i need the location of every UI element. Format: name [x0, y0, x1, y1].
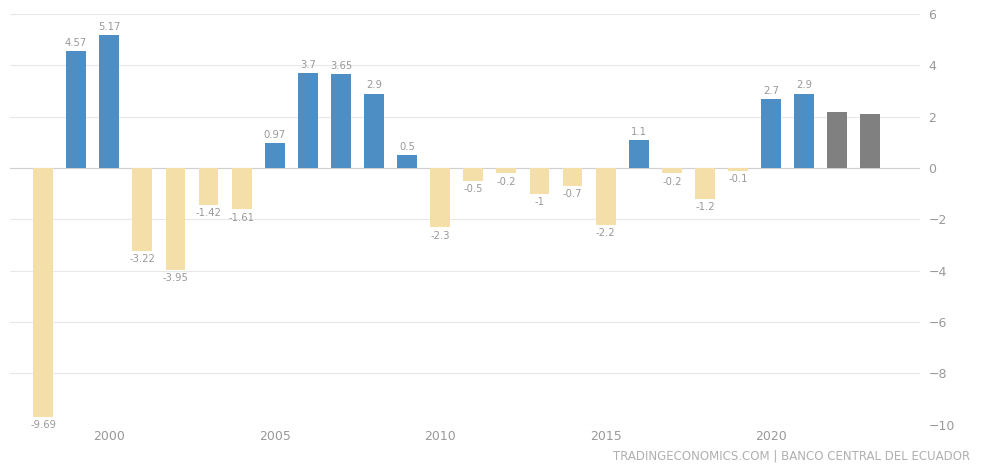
Text: -2.3: -2.3	[430, 230, 450, 241]
Text: -3.95: -3.95	[163, 273, 188, 283]
Text: -0.1: -0.1	[728, 174, 748, 184]
Text: 2.9: 2.9	[796, 80, 812, 90]
Bar	[761, 99, 781, 168]
Bar	[99, 35, 119, 168]
Bar	[794, 94, 814, 168]
Text: 2.9: 2.9	[366, 80, 382, 90]
Text: -0.2: -0.2	[662, 177, 682, 186]
Bar	[662, 168, 682, 173]
Bar	[166, 168, 185, 270]
Text: 4.57: 4.57	[65, 38, 87, 48]
Text: 0.97: 0.97	[264, 130, 286, 140]
Text: -1.2: -1.2	[695, 202, 715, 212]
Text: -3.22: -3.22	[129, 254, 155, 264]
Bar	[397, 155, 417, 168]
Bar	[695, 168, 715, 199]
Bar	[629, 140, 649, 168]
Bar	[232, 168, 252, 210]
Text: -9.69: -9.69	[30, 420, 56, 430]
Text: -0.5: -0.5	[464, 185, 483, 194]
Bar	[331, 75, 351, 168]
Text: 0.5: 0.5	[399, 142, 415, 152]
Bar	[199, 168, 218, 204]
Text: -0.2: -0.2	[497, 177, 516, 186]
Text: 3.7: 3.7	[300, 60, 316, 70]
Text: 1.1: 1.1	[631, 126, 647, 136]
Text: -1: -1	[534, 197, 544, 207]
Bar	[563, 168, 582, 186]
Bar	[265, 143, 285, 168]
Bar	[132, 168, 152, 251]
Text: -0.7: -0.7	[563, 189, 582, 200]
Text: -1.61: -1.61	[229, 213, 255, 223]
Text: TRADINGECONOMICS.COM | BANCO CENTRAL DEL ECUADOR: TRADINGECONOMICS.COM | BANCO CENTRAL DEL…	[613, 449, 970, 463]
Bar	[530, 168, 549, 194]
Bar	[33, 168, 53, 417]
Text: 5.17: 5.17	[98, 22, 120, 32]
Text: -2.2: -2.2	[596, 228, 615, 238]
Text: 3.65: 3.65	[330, 61, 352, 71]
Bar	[364, 94, 384, 168]
Bar	[463, 168, 483, 181]
Bar	[66, 51, 86, 168]
Bar	[728, 168, 748, 171]
Bar	[298, 73, 318, 168]
Bar	[496, 168, 516, 173]
Bar	[827, 112, 847, 168]
Bar	[430, 168, 450, 227]
Text: -1.42: -1.42	[196, 208, 221, 218]
Text: 2.7: 2.7	[763, 85, 779, 95]
Bar	[596, 168, 616, 225]
Bar	[860, 114, 880, 168]
